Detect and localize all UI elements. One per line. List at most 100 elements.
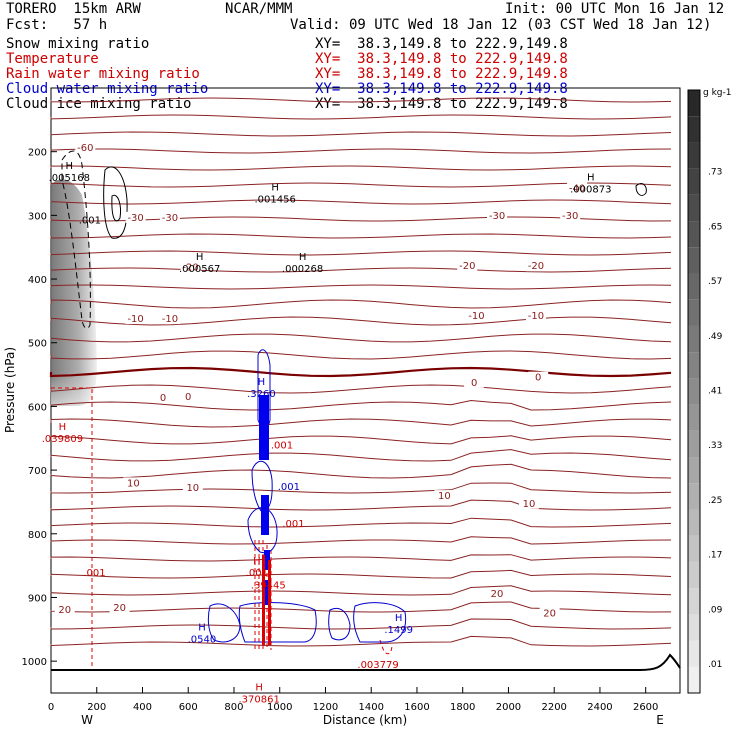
- colorbar-swatch: [688, 535, 700, 562]
- isotherm-line: [50, 499, 672, 511]
- extremum-value: .001: [278, 482, 300, 493]
- extremum-value: .001: [282, 519, 304, 530]
- rain-core: [262, 555, 271, 645]
- isotherm-line: [50, 449, 672, 462]
- ice-contour: [635, 183, 647, 196]
- label-mask: [125, 313, 146, 325]
- extremum-value: .000567: [179, 264, 220, 275]
- label-mask: [125, 211, 146, 223]
- temperature-label: 10: [186, 483, 199, 494]
- cloud-ice-contours: [61, 150, 647, 329]
- isotherm-line: [50, 399, 672, 411]
- label-mask: [178, 390, 199, 402]
- cloud-water-core: [259, 395, 270, 605]
- extremum-value: .039809: [42, 434, 83, 445]
- temperature-label: -30: [562, 211, 578, 222]
- x-tick-label: 2600: [633, 702, 658, 713]
- isotherm-line: [50, 299, 672, 309]
- isotherm-line: [50, 233, 672, 239]
- extremum-mark: H: [271, 183, 279, 194]
- temperature-label: 0: [471, 378, 477, 389]
- temperature-label: 0: [535, 373, 541, 384]
- colorbar-swatch: [688, 457, 700, 484]
- isotherm-line: [50, 350, 672, 360]
- y-tick-label: 800: [28, 530, 47, 541]
- extremum-mark: H: [253, 556, 261, 567]
- temperature-label: -30: [489, 211, 505, 222]
- extremum-value: .001: [83, 568, 105, 579]
- temperature-label: -10: [468, 311, 484, 322]
- isotherm-line: [50, 284, 672, 290]
- temperature-label: -30: [162, 213, 178, 224]
- colorbar-swatch: [688, 247, 700, 274]
- temperature-label: 20: [113, 603, 126, 614]
- cloud-water-contours: [207, 349, 407, 643]
- snow-shading-fade: [51, 179, 97, 406]
- temperature-label: 10: [523, 499, 536, 510]
- label-mask: [159, 313, 180, 325]
- extremum-mark: H: [196, 252, 204, 263]
- label-mask: [457, 260, 478, 272]
- colorbar-frame: [687, 89, 701, 694]
- ice-contour: [111, 194, 121, 222]
- temperature-label: 20: [491, 589, 504, 600]
- colorbar-swatch: [688, 116, 700, 143]
- field-name: Rain water mixing ratio: [6, 66, 200, 82]
- x-tick-label: 1600: [404, 702, 429, 713]
- model-title: TORERO 15km ARW: [6, 1, 141, 17]
- extremum-mark: H: [395, 613, 403, 624]
- field-name: Cloud water mixing ratio: [6, 81, 209, 97]
- label-mask: [180, 261, 201, 273]
- y-tick-label: 1000: [22, 657, 47, 668]
- y-tick-label: 900: [28, 593, 47, 604]
- x-tick-label: 0: [48, 702, 54, 713]
- temperature-label: -10: [127, 314, 143, 325]
- temperature-label: -30: [127, 213, 143, 224]
- x-tick-label: 1200: [313, 702, 338, 713]
- isotherm-line: [50, 114, 672, 120]
- colorbar-swatch: [688, 666, 700, 693]
- extremum-mark: H: [66, 161, 74, 172]
- isotherm-line: [50, 182, 672, 188]
- x-axis: 0 200 400 600 800 1000 1200 1400 1600 1800 2000 220…: [48, 687, 658, 713]
- extremum-value: .39445: [251, 581, 286, 592]
- isotherm-line: [50, 333, 672, 343]
- colorbar: .01 .09 .17 .25 .33 .41 .49 .57 .65 .73: [687, 89, 723, 694]
- isotherm-line: [50, 435, 672, 445]
- extremum-mark: H: [258, 377, 266, 388]
- cloud-contour: [251, 460, 273, 513]
- isotherm-line: [50, 601, 672, 613]
- cloud-contour: [328, 607, 351, 641]
- isotherm-line: [50, 635, 672, 647]
- colorbar-swatch: [688, 221, 700, 248]
- colorbar-swatch: [688, 325, 700, 353]
- ice-contour: [61, 150, 91, 329]
- colorbar-label: .73: [708, 168, 722, 178]
- extremum-value: .0540: [188, 635, 217, 646]
- x-tick-label: 2000: [496, 702, 521, 713]
- isotherm-line: [50, 618, 672, 630]
- extremum-value: .005168: [49, 173, 90, 184]
- temperature-label: -40: [569, 184, 585, 195]
- valid-time: Valid: 09 UTC Wed 18 Jan 12 (03 CST Wed …: [290, 17, 712, 33]
- isotherm-line: [50, 199, 672, 205]
- extremum-value: .001: [79, 216, 101, 227]
- isotherm-line: [50, 384, 672, 394]
- temperature-label: 20: [543, 608, 556, 619]
- colorbar-label: .65: [708, 222, 722, 232]
- label-mask: [182, 481, 203, 493]
- isotherm-line: [50, 517, 672, 528]
- colorbar-swatch: [688, 588, 700, 615]
- x-tick-label: 2200: [541, 702, 566, 713]
- west-label: W: [81, 713, 93, 727]
- x-tick-label: 1800: [450, 702, 475, 713]
- y-tick-label: 500: [28, 339, 47, 350]
- field-name: Temperature: [6, 51, 99, 67]
- extremum-mark: H: [59, 422, 67, 433]
- ice-contour: [103, 166, 128, 239]
- label-mask: [75, 141, 96, 153]
- label-mask: [153, 392, 174, 404]
- extremum-mark: H: [299, 252, 307, 263]
- isotherm-line: [50, 482, 672, 494]
- contour-labels: -60 -40 -30 -30 -30 -30 -20 -20 -20 -10 -10 -10 -10 0…: [42, 141, 611, 706]
